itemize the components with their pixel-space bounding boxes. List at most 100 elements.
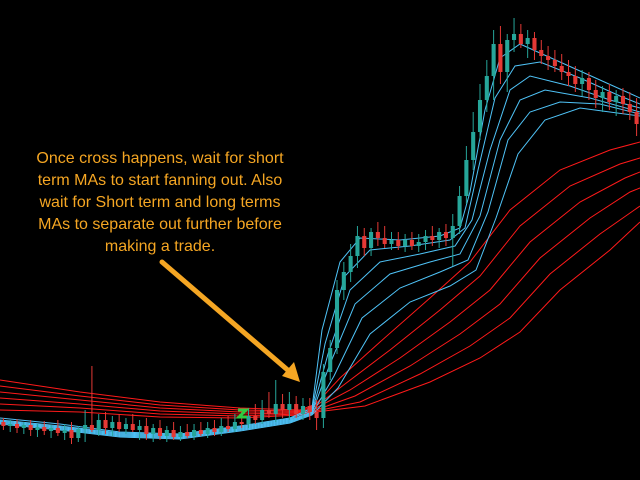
- candle-body: [355, 236, 360, 256]
- candle-body: [403, 240, 408, 246]
- candle-body: [232, 422, 237, 429]
- annotation-arrow: [159, 259, 293, 375]
- candle-body: [409, 240, 414, 246]
- candle-body: [532, 38, 537, 50]
- candle-body: [498, 44, 503, 72]
- candle-body: [110, 422, 115, 428]
- candle-body: [300, 406, 306, 414]
- candle-body: [518, 34, 523, 44]
- candle-body: [382, 238, 387, 244]
- candle-body: [396, 240, 401, 246]
- candle-body: [294, 404, 299, 414]
- candle-body: [334, 290, 340, 348]
- candle-body: [83, 425, 88, 429]
- candle-body: [314, 412, 319, 418]
- candle-body: [151, 428, 156, 434]
- candle-body: [328, 348, 333, 372]
- candle-body: [341, 272, 346, 290]
- candle-body: [566, 72, 571, 76]
- candle-body: [457, 196, 462, 226]
- candle-body: [246, 416, 251, 424]
- long-ma-line-5: [0, 205, 640, 417]
- candle-body: [573, 76, 578, 84]
- candle-body: [369, 232, 374, 248]
- short-ma-line-2: [0, 61, 640, 436]
- candle-body: [593, 90, 598, 98]
- candle-body: [437, 232, 442, 240]
- candle-body: [559, 66, 564, 72]
- candle-body: [423, 236, 428, 242]
- candle-body: [600, 92, 605, 98]
- candle-body: [49, 428, 54, 431]
- candle-body: [539, 50, 544, 56]
- candle-body: [512, 34, 517, 40]
- candle-body: [375, 232, 380, 238]
- candle-body: [348, 256, 353, 272]
- short-ma-line-4: [0, 89, 640, 438]
- candle-body: [28, 425, 33, 430]
- candle-body: [491, 44, 496, 76]
- candle-body: [1, 422, 6, 426]
- candle-body: [607, 92, 612, 102]
- candle-body: [76, 429, 81, 438]
- candle-body: [164, 430, 169, 436]
- candle-body: [443, 232, 448, 238]
- candle-body: [212, 428, 217, 432]
- long-ma-line-3: [0, 171, 640, 413]
- candle-body: [430, 236, 435, 240]
- candle-body: [192, 430, 197, 436]
- candle-body: [627, 104, 632, 112]
- candle-body: [307, 406, 312, 412]
- annotation-text: Once cross happens, wait for short term …: [36, 150, 284, 255]
- candle-body: [634, 112, 639, 124]
- candle-body: [8, 424, 13, 426]
- candle-body: [546, 56, 551, 60]
- candle-body: [484, 76, 489, 100]
- long-ma-line-2: [0, 157, 640, 412]
- candle-body: [321, 372, 326, 418]
- candle-body: [416, 242, 421, 246]
- candle-body: [471, 132, 476, 160]
- candle-body: [171, 430, 176, 437]
- signal-arrow-icon: [235, 408, 250, 419]
- candle-body: [21, 425, 26, 428]
- candle-body: [157, 428, 163, 436]
- candle-body: [266, 410, 271, 414]
- candle-body: [580, 78, 585, 84]
- candle-body: [464, 160, 469, 196]
- short-ma-line-5: [0, 101, 640, 439]
- candle-body: [253, 416, 258, 420]
- candle-body: [239, 422, 244, 424]
- short-ma-line-1: [0, 43, 640, 435]
- annotation-arrow-head-icon: [282, 362, 300, 382]
- long-ma-line-1: [0, 141, 640, 411]
- candle-body: [280, 404, 285, 410]
- candle-body: [525, 38, 530, 44]
- candle-body: [205, 428, 210, 434]
- candle-body: [552, 60, 557, 66]
- candle-body: [614, 96, 619, 102]
- candle-body: [185, 432, 190, 436]
- candle-body: [198, 430, 203, 434]
- candle-body: [620, 96, 626, 104]
- candle-body: [69, 430, 74, 438]
- candle-body: [477, 100, 483, 132]
- candle-body: [219, 426, 224, 432]
- candle-body: [117, 422, 122, 429]
- candle-body: [260, 410, 265, 420]
- candle-body: [96, 420, 101, 430]
- candle-body: [586, 78, 591, 90]
- candle-body: [178, 432, 183, 437]
- candle-body: [130, 424, 135, 430]
- candle-body: [42, 427, 47, 431]
- candle-body: [103, 420, 108, 428]
- candle-body: [226, 426, 231, 429]
- candle-body: [89, 425, 94, 430]
- candle-body: [123, 424, 128, 429]
- long-ma-line-4: [0, 187, 640, 415]
- long-ma-line-6: [0, 221, 640, 419]
- candle-body: [450, 226, 455, 238]
- candle-body: [35, 427, 40, 430]
